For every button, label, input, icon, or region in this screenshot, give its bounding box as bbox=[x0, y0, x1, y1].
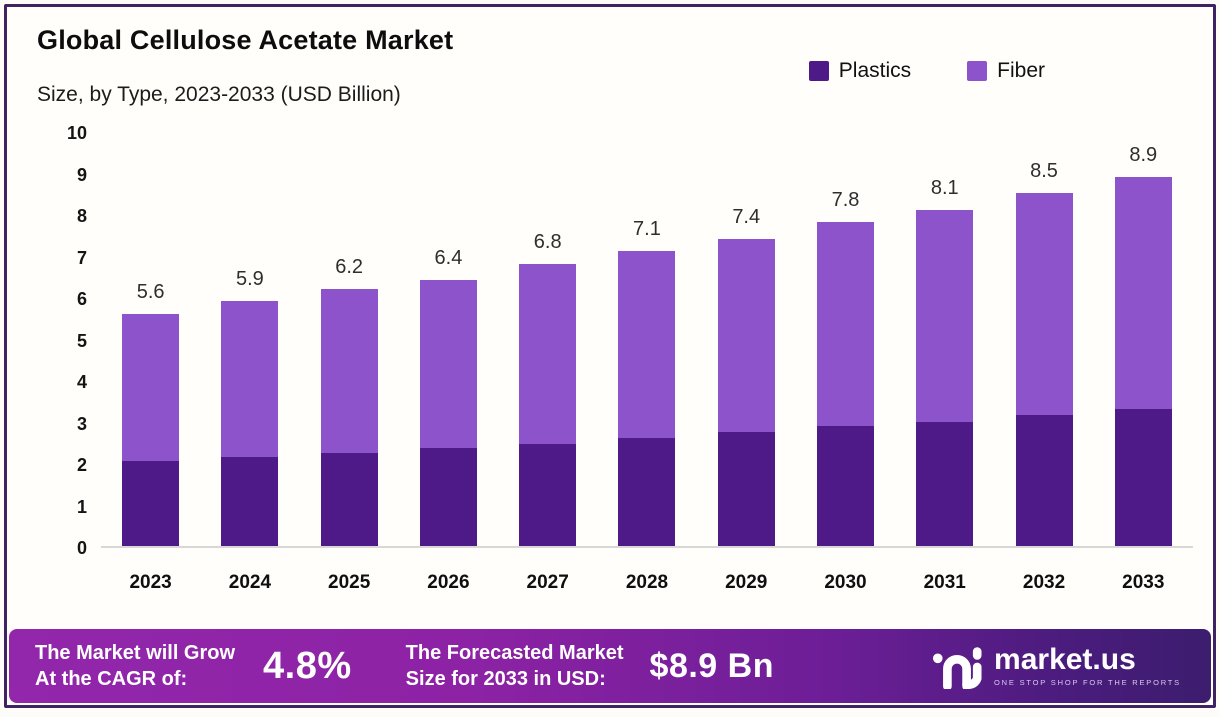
bar-total-label: 6.4 bbox=[434, 247, 463, 270]
bar-total-label: 7.8 bbox=[831, 189, 860, 212]
x-axis-label: 2030 bbox=[824, 572, 867, 593]
y-tick-label: 3 bbox=[76, 413, 87, 434]
bar-total-label: 7.1 bbox=[633, 218, 661, 241]
bar-column: 8.9 2033 bbox=[1094, 133, 1193, 593]
bar-column: 6.4 2026 bbox=[399, 133, 498, 593]
stacked-bar bbox=[320, 288, 378, 546]
bar-total-label: 8.1 bbox=[930, 176, 959, 199]
stacked-bar bbox=[816, 222, 874, 546]
market-us-logo-icon bbox=[932, 647, 982, 689]
plastics-segment bbox=[320, 452, 378, 546]
forecast-value: $8.9 Bn bbox=[649, 646, 774, 685]
y-tick-label: 8 bbox=[76, 206, 87, 226]
plastics-segment bbox=[618, 438, 676, 546]
legend-item-fiber: Fiber bbox=[967, 59, 1045, 83]
plastics-segment bbox=[816, 425, 874, 546]
stacked-bar bbox=[519, 263, 577, 546]
stacked-bar bbox=[717, 238, 775, 546]
y-tick-label: 4 bbox=[76, 372, 87, 392]
x-axis-label: 2026 bbox=[427, 572, 470, 593]
legend-label: Fiber bbox=[997, 59, 1045, 82]
stacked-bar bbox=[419, 280, 477, 546]
brand-name: market.us bbox=[994, 643, 1136, 676]
cagr-label: The Market will Grow At the CAGR of: bbox=[35, 642, 236, 690]
fiber-segment bbox=[1015, 193, 1073, 416]
legend-label: Plastics bbox=[838, 59, 912, 82]
bar-total-label: 6.2 bbox=[335, 255, 364, 278]
footer-banner: The Market will Grow At the CAGR of: 4.8… bbox=[9, 629, 1211, 703]
x-axis-label: 2028 bbox=[625, 572, 669, 593]
y-tick-label: 0 bbox=[76, 538, 87, 558]
market-us-logo: market.us ONE STOP SHOP FOR THE REPORTS bbox=[932, 643, 1181, 689]
x-axis-label: 2031 bbox=[923, 572, 966, 593]
chart-legend: Plastics Fiber bbox=[808, 59, 1045, 83]
plastics-segment bbox=[717, 431, 775, 546]
plastics-segment bbox=[1015, 415, 1073, 546]
fiber-segment bbox=[320, 288, 378, 453]
fiber-segment bbox=[618, 251, 676, 439]
y-tick-label: 10 bbox=[66, 123, 87, 143]
plastics-segment bbox=[1114, 409, 1172, 546]
stacked-bar bbox=[1114, 176, 1172, 546]
x-axis-label: 2029 bbox=[725, 572, 768, 593]
fiber-segment bbox=[1114, 176, 1172, 410]
fiber-segment bbox=[221, 301, 279, 457]
bar-column: 6.2 2025 bbox=[300, 133, 399, 593]
bar-total-label: 7.4 bbox=[732, 205, 761, 228]
bar-column: 5.9 2024 bbox=[200, 133, 299, 593]
plastics-segment bbox=[122, 460, 180, 546]
y-tick-label: 7 bbox=[76, 247, 87, 268]
y-tick-label: 6 bbox=[76, 289, 87, 309]
bar-column: 7.4 2029 bbox=[697, 133, 796, 593]
stacked-bar bbox=[618, 251, 676, 546]
bar-total-label: 6.8 bbox=[533, 230, 562, 253]
bar-column: 5.6 2023 bbox=[101, 133, 200, 593]
stacked-bar bbox=[916, 209, 974, 546]
bar-total-label: 8.9 bbox=[1129, 143, 1158, 166]
bar-column: 7.8 2030 bbox=[796, 133, 895, 593]
stacked-bar bbox=[122, 313, 180, 546]
plastics-segment bbox=[221, 456, 279, 546]
fiber-swatch-icon bbox=[967, 61, 988, 81]
cagr-value: 4.8% bbox=[263, 644, 352, 687]
x-axis-label: 2025 bbox=[328, 572, 371, 593]
bar-total-label: 8.5 bbox=[1030, 160, 1058, 183]
stacked-bar bbox=[1015, 193, 1073, 546]
y-axis: 0 1 2 3 4 5 6 7 8 9 10 bbox=[35, 123, 87, 558]
x-axis-label: 2027 bbox=[526, 572, 569, 593]
plastics-swatch-icon bbox=[808, 61, 829, 81]
bar-columns: 5.6 2023 5.9 2024 6.2 2025 6.4 2026 6.8 2027 7.1 20… bbox=[101, 133, 1193, 593]
forecast-label: The Forecasted Market Size for 2033 in U… bbox=[405, 642, 624, 690]
bar-total-label: 5.6 bbox=[136, 280, 165, 303]
x-axis-label: 2023 bbox=[129, 572, 172, 593]
fiber-segment bbox=[519, 263, 577, 445]
fiber-segment bbox=[916, 209, 974, 422]
legend-item-plastics: Plastics bbox=[808, 59, 912, 83]
plastics-segment bbox=[419, 448, 477, 546]
fiber-segment bbox=[419, 280, 477, 449]
x-axis-label: 2024 bbox=[228, 572, 272, 593]
plastics-segment bbox=[916, 421, 974, 546]
chart-card: Global Cellulose Acetate Market Size, by… bbox=[4, 4, 1216, 708]
bar-column: 8.5 2032 bbox=[994, 133, 1093, 593]
y-tick-label: 1 bbox=[76, 496, 87, 517]
bar-column: 8.1 2031 bbox=[895, 133, 994, 593]
fiber-segment bbox=[122, 313, 180, 461]
y-tick-label: 5 bbox=[76, 330, 87, 351]
bar-total-label: 5.9 bbox=[235, 268, 264, 291]
y-tick-label: 9 bbox=[76, 164, 87, 185]
bar-column: 7.1 2028 bbox=[597, 133, 696, 593]
plastics-segment bbox=[519, 444, 577, 546]
x-axis-label: 2033 bbox=[1122, 572, 1165, 593]
bar-column: 6.8 2027 bbox=[498, 133, 597, 593]
stacked-bar bbox=[221, 301, 279, 546]
brand-tagline: ONE STOP SHOP FOR THE REPORTS bbox=[994, 678, 1181, 687]
y-tick-label: 2 bbox=[76, 455, 87, 475]
page-title: Global Cellulose Acetate Market bbox=[37, 25, 454, 55]
fiber-segment bbox=[816, 222, 874, 426]
x-axis-label: 2032 bbox=[1022, 572, 1066, 593]
plot-area: 5.6 2023 5.9 2024 6.2 2025 6.4 2026 6.8 2027 7.1 20… bbox=[101, 133, 1193, 593]
chart-subtitle: Size, by Type, 2023-2033 (USD Billion) bbox=[37, 83, 401, 106]
fiber-segment bbox=[717, 238, 775, 432]
